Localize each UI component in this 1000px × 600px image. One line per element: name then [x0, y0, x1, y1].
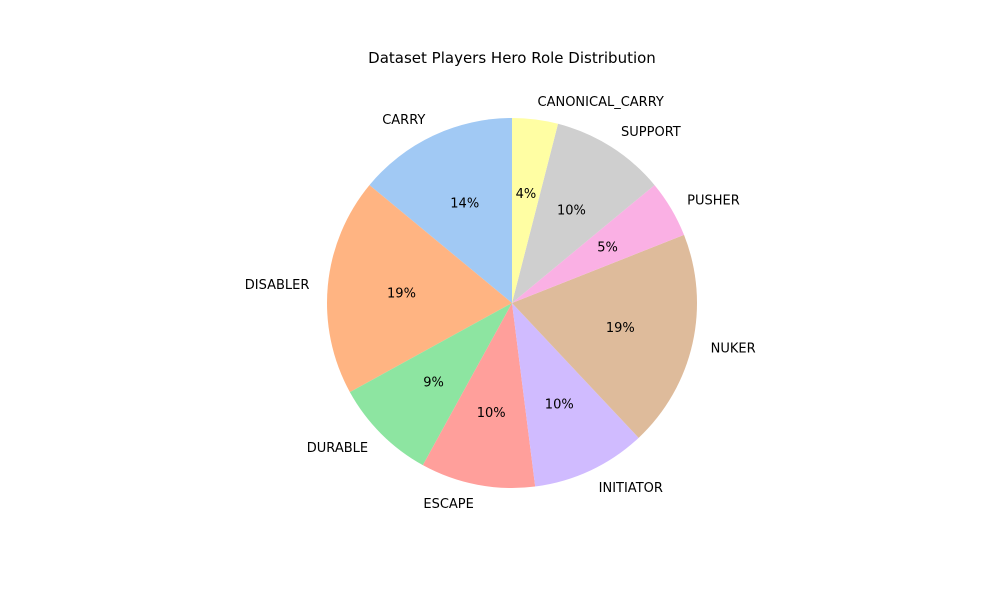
pie-slice-disabler: [327, 185, 512, 393]
slice-label-escape: ESCAPE: [423, 497, 474, 512]
slice-label-disabler: DISABLER: [245, 278, 310, 293]
pie-slice-durable: [349, 303, 512, 466]
pct-label-disabler: 19%: [387, 287, 416, 302]
pct-label-canonical-carry: 4%: [516, 187, 537, 202]
pie-slice-nuker: [512, 234, 698, 438]
pie-labels: 14% CARRY 19% DISABLER 9% DURABLE 10% ESCAPE 10%…: [245, 95, 756, 512]
slice-label-canonical-carry: CANONICAL_CARRY: [538, 95, 664, 110]
pct-label-pusher: 5%: [597, 240, 618, 255]
slice-label-support: SUPPORT: [621, 125, 681, 140]
pct-label-durable: 9%: [423, 375, 444, 390]
pct-label-carry: 14%: [450, 197, 479, 212]
pie-slice-canonical-carry: [512, 118, 559, 303]
pie-slice-initiator: [512, 303, 639, 487]
slice-label-initiator: INITIATOR: [599, 481, 663, 496]
slice-label-durable: DURABLE: [307, 441, 368, 456]
chart-title: Dataset Players Hero Role Distribution: [368, 49, 656, 67]
slice-label-pusher: PUSHER: [687, 193, 740, 208]
slice-label-carry: CARRY: [382, 113, 425, 128]
pct-label-initiator: 10%: [545, 397, 574, 412]
pct-label-escape: 10%: [477, 406, 506, 421]
pct-label-nuker: 19%: [606, 321, 635, 336]
slice-label-nuker: NUKER: [711, 341, 756, 356]
pie-slices: [327, 118, 698, 489]
pie-slice-pusher: [512, 185, 685, 303]
pie-slice-carry: [369, 118, 512, 303]
pie-slice-support: [512, 123, 655, 303]
pct-label-support: 10%: [557, 203, 586, 218]
pie-slice-escape: [422, 303, 536, 489]
